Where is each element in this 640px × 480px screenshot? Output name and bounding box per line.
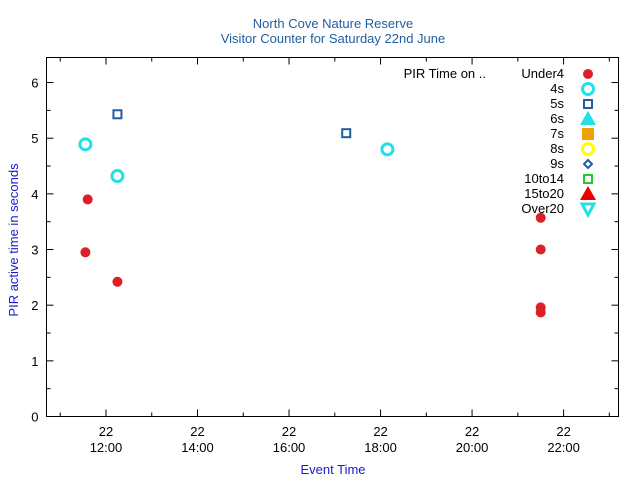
legend-marker-15to20	[580, 186, 596, 200]
legend-label-under4: Under4	[521, 66, 564, 81]
legend-label-over20: Over20	[521, 201, 564, 216]
x-tick-day-label: 22	[465, 424, 479, 439]
legend-marker-over20	[579, 202, 597, 219]
legend-title: PIR Time on ..	[404, 66, 486, 81]
x-tick-time-label: 14:00	[181, 440, 214, 455]
data-point-4s	[78, 137, 93, 152]
y-tick-label: 2	[31, 298, 38, 313]
y-tick-label: 3	[31, 243, 38, 258]
x-axis-label: Event Time	[300, 462, 365, 477]
y-tick-label: 1	[31, 354, 38, 369]
y-axis-ticks: 0 1 2 3 4 5 6	[31, 76, 619, 425]
plot-frame	[46, 57, 619, 417]
legend-label-15to20: 15to20	[524, 186, 564, 201]
y-tick-label: 0	[31, 410, 38, 425]
x-tick-day-label: 22	[373, 424, 387, 439]
x-tick-time-label: 22:00	[547, 440, 580, 455]
y-tick-label: 6	[31, 76, 38, 91]
x-axis-ticks: 2212:002214:002216:002218:002220:002222:…	[59, 57, 610, 455]
legend-label-9s: 9s	[550, 156, 564, 171]
legend-marker-4s	[581, 82, 595, 96]
y-tick-label: 5	[31, 131, 38, 146]
y-axis-label: PIR active time in seconds	[6, 163, 21, 317]
chart-subtitle: Visitor Counter for Saturday 22nd June	[221, 31, 446, 46]
data-point-under4	[535, 244, 546, 255]
data-point-under4	[80, 247, 91, 258]
legend-marker-7s	[582, 128, 594, 140]
legend-label-6s: 6s	[550, 111, 564, 126]
x-tick-day-label: 22	[282, 424, 296, 439]
x-tick-time-label: 12:00	[90, 440, 123, 455]
legend-marker-10to14	[583, 174, 593, 184]
chart-title: North Cove Nature Reserve	[253, 16, 413, 31]
legend-label-10to14: 10to14	[524, 171, 564, 186]
data-points	[78, 109, 546, 318]
data-point-under4	[112, 276, 123, 287]
data-point-4s	[380, 142, 395, 157]
legend-marker-8s	[581, 142, 595, 156]
x-tick-day-label: 22	[190, 424, 204, 439]
legend-marker-9s	[582, 158, 594, 170]
x-tick-day-label: 22	[99, 424, 113, 439]
legend-marker-5s	[583, 99, 593, 109]
legend-label-7s: 7s	[550, 126, 564, 141]
x-tick-time-label: 18:00	[364, 440, 397, 455]
legend-marker-under4	[583, 69, 593, 79]
data-point-5s	[112, 109, 123, 120]
x-tick-day-label: 22	[556, 424, 570, 439]
legend-label-8s: 8s	[550, 141, 564, 156]
x-tick-time-label: 20:00	[456, 440, 489, 455]
data-point-4s	[110, 169, 125, 184]
legend-marker-6s	[580, 111, 596, 125]
legend-label-4s: 4s	[550, 81, 564, 96]
y-tick-label: 4	[31, 187, 38, 202]
data-point-5s	[341, 128, 352, 139]
legend-label-5s: 5s	[550, 96, 564, 111]
data-point-under4	[82, 194, 93, 205]
legend: PIR Time on .. Under44s5s6s7s8s9s10to141…	[404, 66, 597, 219]
data-point-under4	[535, 212, 546, 223]
x-tick-time-label: 16:00	[273, 440, 306, 455]
data-point-under4	[535, 307, 546, 318]
